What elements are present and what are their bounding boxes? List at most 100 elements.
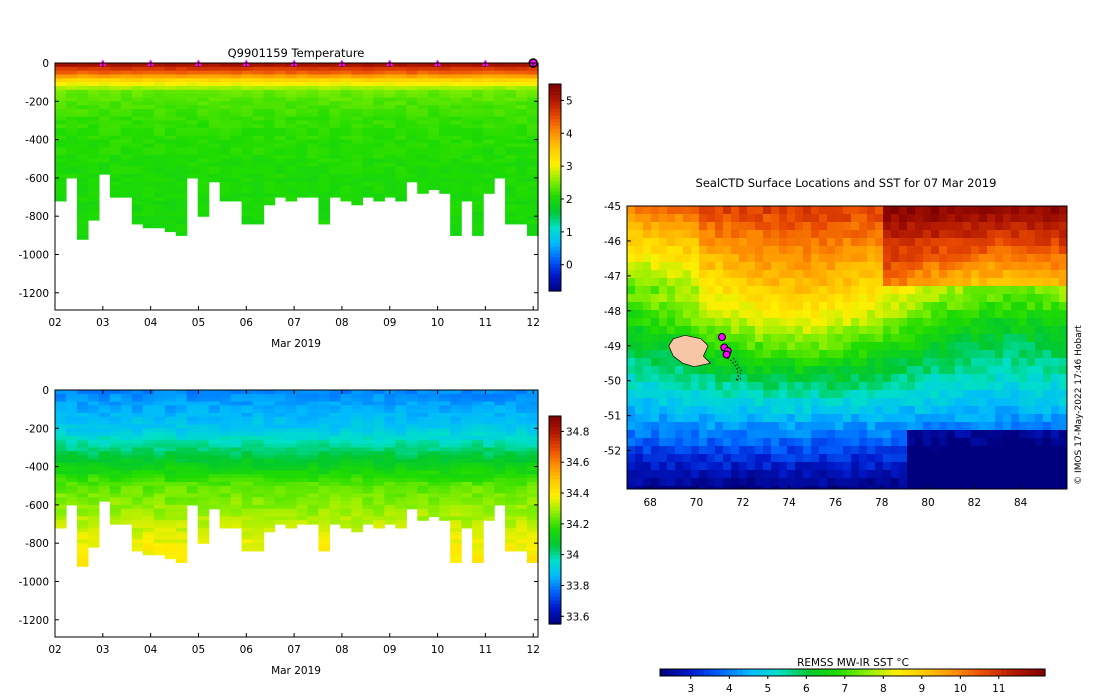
temperature-colorbar-cell bbox=[549, 97, 561, 102]
sst-colorbar-cell bbox=[682, 669, 689, 676]
heatmap-layer bbox=[55, 63, 1067, 676]
sst-map-x-tick-label: 76 bbox=[829, 497, 843, 509]
salinity-colorbar-cell bbox=[549, 416, 561, 421]
sst-colorbar-cell bbox=[704, 669, 711, 676]
salinity-y-tick-label: -800 bbox=[25, 538, 49, 550]
temperature-x-tick-label: 09 bbox=[383, 317, 396, 329]
temperature-y-tick-label: -200 bbox=[25, 96, 49, 108]
salinity-colorbar-cell bbox=[549, 558, 561, 563]
salinity-colorbar-cell bbox=[549, 613, 561, 618]
sst-colorbar-cell bbox=[726, 669, 733, 676]
temperature-colorbar-tick-label: 5 bbox=[566, 95, 573, 107]
temperature-colorbar-cell bbox=[549, 170, 561, 175]
salinity-y-tick-label: -400 bbox=[25, 462, 49, 474]
temperature-colorbar-tick-label: 1 bbox=[566, 227, 573, 239]
salinity-colorbar-tick-label: 34.2 bbox=[566, 519, 589, 531]
kerguelen-land bbox=[668, 334, 712, 368]
salinity-colorbar-tick-label: 34.8 bbox=[566, 426, 589, 438]
temperature-colorbar-cell bbox=[549, 266, 561, 271]
salinity-y-tick-label: -200 bbox=[25, 423, 49, 435]
temperature-colorbar-cell bbox=[549, 163, 561, 168]
salinity-colorbar-cell bbox=[549, 468, 561, 473]
sst-colorbar-cell bbox=[913, 669, 920, 676]
temperature-y-tick-label: 0 bbox=[42, 58, 49, 70]
salinity-x-tick-label: 03 bbox=[96, 644, 109, 656]
temperature-colorbar-cell bbox=[549, 101, 561, 106]
sst-colorbar-cell bbox=[973, 669, 980, 676]
temperature-colorbar-cell bbox=[549, 211, 561, 216]
salinity-colorbar-cell bbox=[549, 506, 561, 511]
salinity-colorbar-cell bbox=[549, 516, 561, 521]
salinity-colorbar-tick-label: 34.4 bbox=[566, 488, 590, 500]
temperature-colorbar-cell bbox=[549, 87, 561, 92]
salinity-colorbar-cell bbox=[549, 481, 561, 486]
sst-map-x-tick-label: 78 bbox=[875, 497, 888, 509]
sst-colorbar-cell bbox=[1006, 669, 1013, 676]
sst-colorbar-cell bbox=[671, 669, 678, 676]
sst-colorbar-tick-label: 3 bbox=[687, 683, 694, 695]
sst-colorbar-cell bbox=[874, 669, 881, 676]
sst-colorbar-cell bbox=[891, 669, 898, 676]
temperature-colorbar-cell bbox=[549, 246, 561, 251]
salinity-colorbar-tick-label: 33.6 bbox=[566, 611, 590, 623]
temperature-colorbar-cell bbox=[549, 84, 561, 89]
salinity-colorbar-cell bbox=[549, 589, 561, 594]
salinity-x-tick-label: 11 bbox=[479, 644, 492, 656]
sst-colorbar-cell bbox=[940, 669, 947, 676]
sst-colorbar-cell bbox=[748, 669, 755, 676]
temperature-colorbar-cell bbox=[549, 149, 561, 154]
sst-map-y-tick-label: -46 bbox=[604, 236, 621, 248]
salinity-colorbar-cell bbox=[549, 540, 561, 545]
temperature-x-tick-label: 11 bbox=[479, 317, 492, 329]
sst-colorbar-cell bbox=[1039, 669, 1046, 676]
sst-map-x-tick-label: 68 bbox=[643, 497, 656, 509]
salinity-colorbar-cell bbox=[549, 599, 561, 604]
temperature-colorbar-cell bbox=[549, 190, 561, 195]
sst-colorbar-cell bbox=[896, 669, 903, 676]
sst-colorbar-cell bbox=[918, 669, 925, 676]
temperature-colorbar-cell bbox=[549, 156, 561, 161]
temperature-y-tick-label: -400 bbox=[25, 135, 49, 147]
sst-colorbar-cell bbox=[797, 669, 804, 676]
sst-colorbar-cell bbox=[753, 669, 760, 676]
temperature-x-tick-label: 03 bbox=[96, 317, 109, 329]
salinity-colorbar-cell bbox=[549, 422, 561, 427]
sst-colorbar-cell bbox=[775, 669, 782, 676]
salinity-x-tick-label: 05 bbox=[192, 644, 205, 656]
salinity-colorbar-cell bbox=[549, 509, 561, 514]
temperature-y-tick-label: -800 bbox=[25, 211, 49, 223]
temperature-x-tick-label: 08 bbox=[335, 317, 348, 329]
sst-colorbar-cell bbox=[687, 669, 694, 676]
salinity-colorbar-cell bbox=[549, 485, 561, 490]
sst-colorbar-cell bbox=[698, 669, 705, 676]
temperature-x-tick-label: 04 bbox=[144, 317, 158, 329]
salinity-y-tick-label: -600 bbox=[25, 500, 49, 512]
salinity-colorbar-cell bbox=[549, 582, 561, 587]
salinity-colorbar-cell bbox=[549, 575, 561, 580]
sst-colorbar-cell bbox=[907, 669, 914, 676]
salinity-colorbar-cell bbox=[549, 502, 561, 507]
temperature-colorbar-cell bbox=[549, 235, 561, 240]
salinity-colorbar-cell bbox=[549, 526, 561, 531]
salinity-colorbar-cell bbox=[549, 436, 561, 441]
sst-colorbar-label: REMSS MW-IR SST °C bbox=[797, 657, 909, 669]
salinity-colorbar-cell bbox=[549, 620, 561, 625]
sst-colorbar-cell bbox=[665, 669, 672, 676]
temperature-colorbar-cell bbox=[549, 108, 561, 113]
temperature-colorbar-cell bbox=[549, 287, 561, 292]
salinity-colorbar-cell bbox=[549, 426, 561, 431]
temperature-colorbar-cell bbox=[549, 215, 561, 220]
salinity-xlabel: Mar 2019 bbox=[271, 665, 321, 677]
temperature-colorbar-tick-label: 2 bbox=[566, 194, 573, 206]
temperature-colorbar-cell bbox=[549, 249, 561, 254]
salinity-colorbar-cell bbox=[549, 537, 561, 542]
sst-colorbar-tick-label: 11 bbox=[992, 683, 1005, 695]
sst-colorbar-cell bbox=[858, 669, 865, 676]
sst-colorbar-cell bbox=[995, 669, 1002, 676]
temperature-colorbar-cell bbox=[549, 253, 561, 258]
sst-map-y-tick-label: -49 bbox=[604, 341, 621, 353]
sst-colorbar-cell bbox=[869, 669, 876, 676]
sst-map-x-tick-label: 80 bbox=[921, 497, 934, 509]
salinity-y-tick-label: -1000 bbox=[18, 576, 49, 588]
